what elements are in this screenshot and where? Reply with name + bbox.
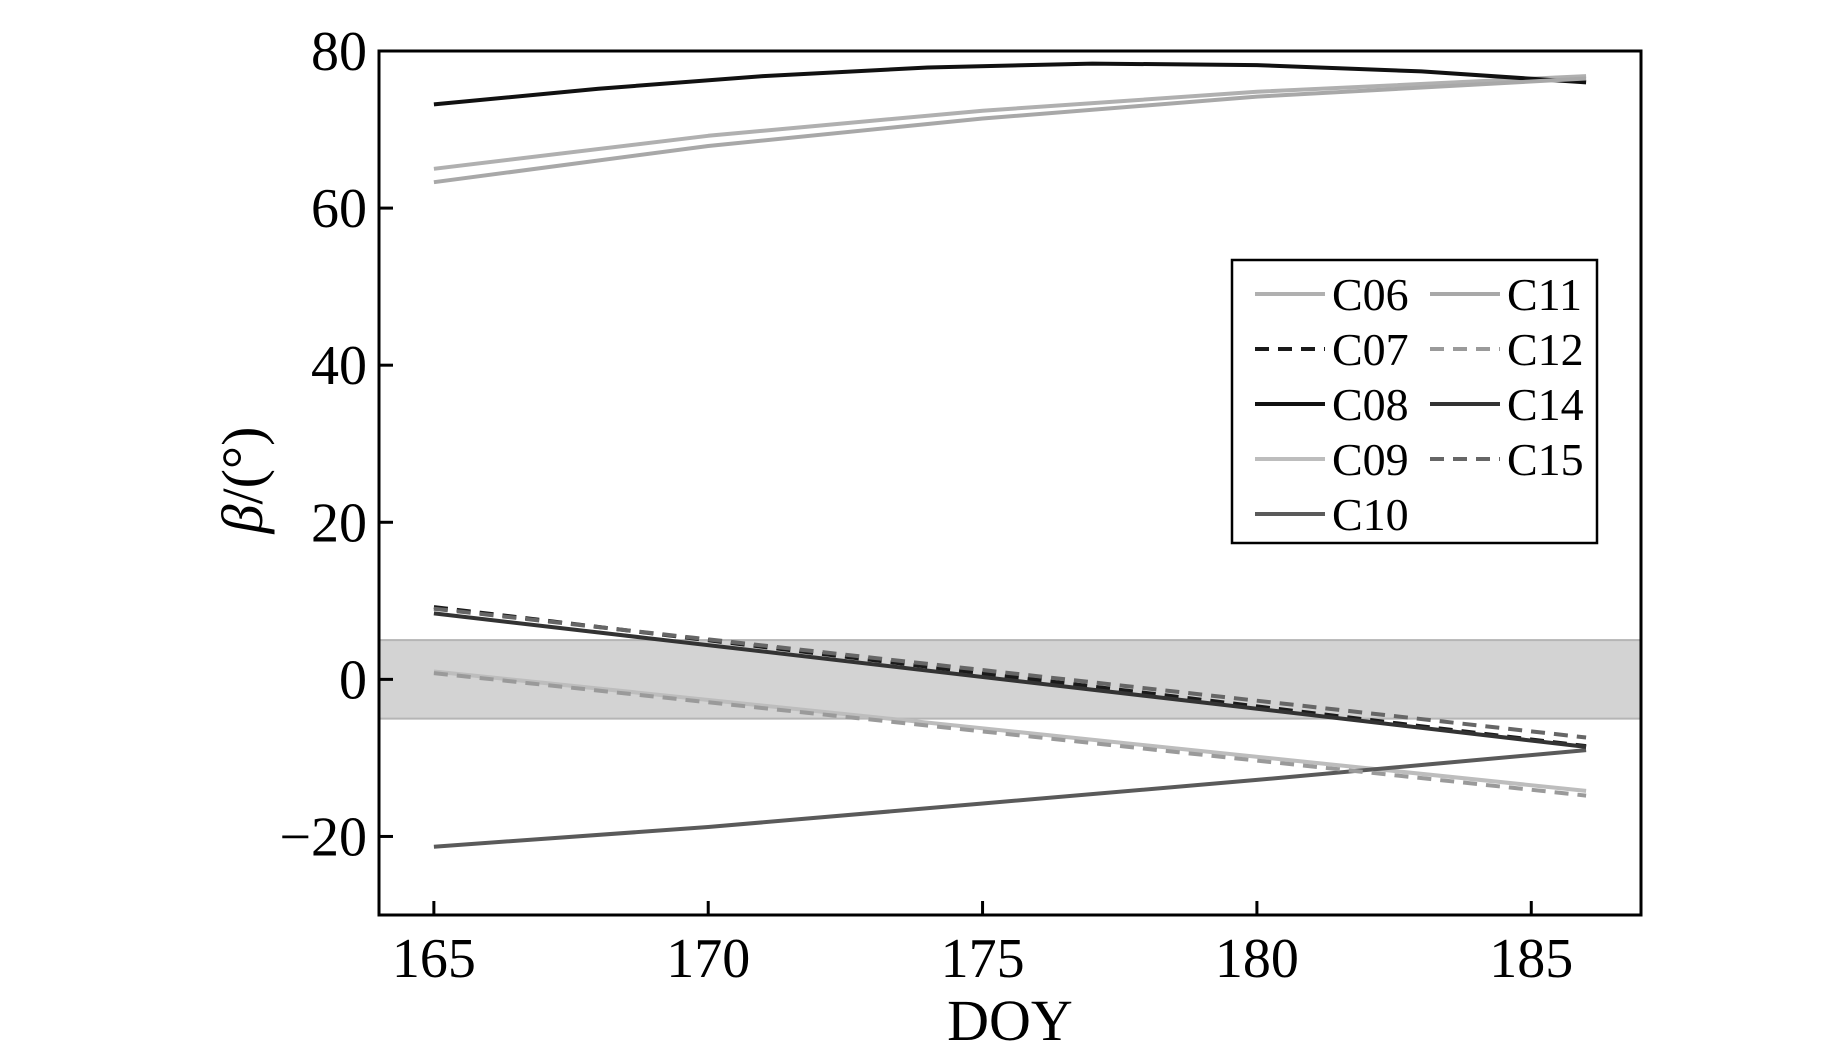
legend-label-c07: C07 [1332,324,1409,375]
series-line-c06 [433,74,1587,171]
series-line-c15 [433,606,1587,740]
plot-frame [377,49,1643,917]
legend-label-c14: C14 [1507,379,1584,430]
y-tick-label: 80 [311,21,367,83]
series-line-c10 [433,748,1587,849]
series-line-c09 [433,669,1587,793]
x-tick-label: 185 [1489,928,1573,990]
series-line-c14 [433,611,1587,749]
y-tick-label: 20 [311,492,367,554]
x-tick-label: 170 [666,928,750,990]
legend-box [1230,258,1599,545]
series-line-c11 [433,76,1587,185]
x-axis-title: DOY [947,988,1073,1053]
y-axis-symbol: β [210,504,275,534]
legend-label-c09: C09 [1332,434,1409,485]
y-tick-label: −20 [279,806,367,868]
y-axis-unit: /(°) [210,427,275,505]
legend-label-c15: C15 [1507,434,1584,485]
x-tick-label: 175 [941,928,1025,990]
legend-label-c11: C11 [1507,269,1582,320]
x-axis-ticks: 165 170 175 180 185 [392,901,1573,990]
y-axis-title: β/(°) [210,427,275,535]
series-lines [433,61,1587,849]
series-line-c08 [433,61,1587,107]
legend-label-c12: C12 [1507,324,1584,375]
x-tick-label: 165 [392,928,476,990]
legend-label-c10: C10 [1332,489,1409,540]
series-line-c12 [433,671,1587,798]
y-tick-label: 40 [311,335,367,397]
y-tick-label: 0 [339,649,367,711]
y-axis-ticks: −20 0 20 40 60 80 [279,21,393,868]
x-tick-label: 180 [1215,928,1299,990]
legend-label-c06: C06 [1332,269,1409,320]
legend-label-c08: C08 [1332,379,1409,430]
y-tick-label: 60 [311,178,367,240]
